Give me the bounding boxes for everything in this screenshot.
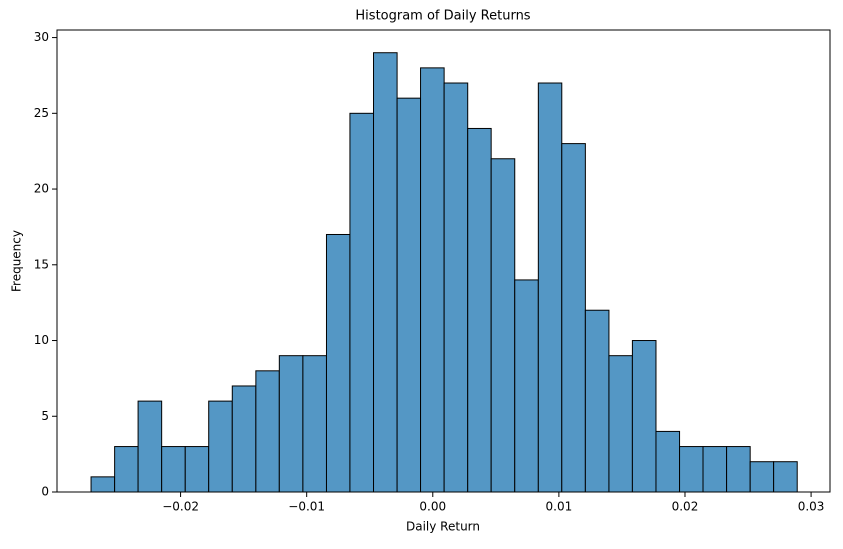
bar	[537, 82, 563, 493]
x-tick-label: −0.02	[162, 500, 199, 514]
y-tick-label: 30	[34, 30, 49, 44]
x-tick-label: 0.03	[798, 500, 825, 514]
y-tick-label: 10	[34, 333, 49, 347]
bar	[655, 430, 681, 493]
bar	[490, 158, 516, 493]
bar	[302, 355, 327, 493]
y-tick-label: 0	[41, 485, 49, 499]
bar	[514, 279, 539, 493]
bar	[325, 233, 351, 493]
bar	[561, 143, 586, 493]
y-axis-label: Frequency	[10, 230, 24, 292]
bar	[443, 82, 469, 493]
x-tick-label: 0.01	[546, 500, 573, 514]
chart-title: Histogram of Daily Returns	[355, 9, 530, 24]
bar	[749, 461, 775, 493]
bar	[161, 446, 186, 493]
bar	[137, 400, 163, 493]
x-tick-label: −0.01	[288, 500, 325, 514]
bar	[631, 340, 657, 493]
bar	[773, 461, 798, 493]
bar	[208, 400, 233, 493]
bar	[396, 97, 422, 493]
bar	[420, 67, 445, 493]
bar	[184, 446, 210, 493]
bar	[584, 309, 610, 493]
bar	[679, 446, 704, 493]
y-tick-label: 15	[34, 257, 49, 271]
plot-frame	[56, 29, 831, 493]
bar	[231, 385, 257, 493]
bar	[467, 127, 492, 493]
y-tick-label: 5	[41, 409, 49, 423]
bar	[349, 112, 375, 493]
bar	[373, 52, 398, 493]
x-tick-label: 0.00	[419, 500, 446, 514]
bar	[726, 446, 751, 493]
bar	[114, 446, 139, 493]
bar	[255, 370, 280, 493]
bar	[90, 476, 116, 493]
bar	[702, 446, 728, 493]
x-axis-label: Daily Return	[406, 520, 480, 534]
y-tick-label: 25	[34, 106, 49, 120]
bar	[278, 355, 304, 493]
x-tick-label: 0.02	[672, 500, 699, 514]
y-tick-label: 20	[34, 182, 49, 196]
bar	[608, 355, 633, 493]
